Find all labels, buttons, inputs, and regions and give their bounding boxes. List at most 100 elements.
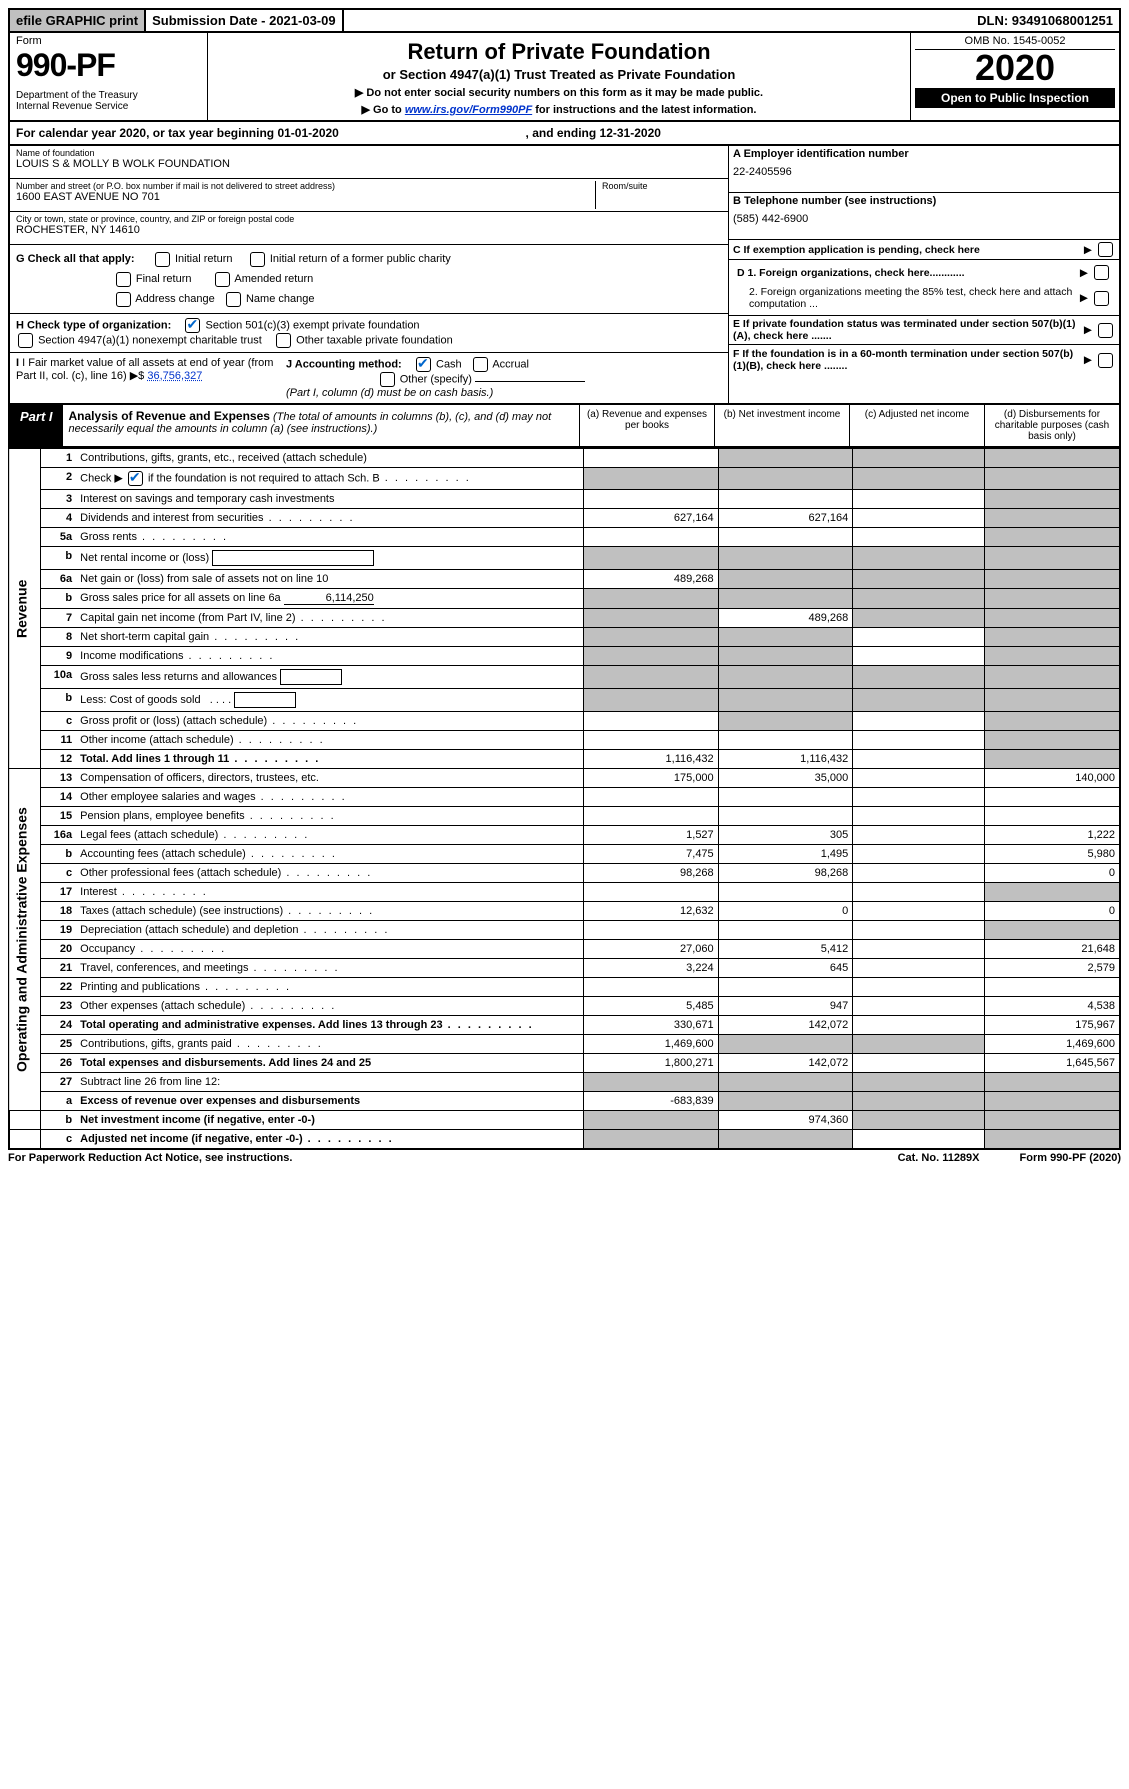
l25-a: 1,469,600: [584, 1035, 719, 1054]
foreign-85-checkbox[interactable]: [1094, 291, 1109, 306]
ein-value: 22-2405596: [733, 166, 1115, 178]
col-b-header: (b) Net investment income: [714, 405, 849, 446]
footer-left: For Paperwork Reduction Act Notice, see …: [8, 1152, 292, 1164]
h-check-area: H Check type of organization: Section 50…: [10, 314, 728, 353]
4947a1-checkbox[interactable]: [18, 333, 33, 348]
line6a-desc: Net gain or (loss) from sale of assets n…: [76, 570, 583, 589]
cal-prefix: For calendar year 2020, or tax year begi…: [16, 126, 277, 140]
form-link[interactable]: www.irs.gov/Form990PF: [405, 104, 532, 116]
g-opt5: Address change: [135, 293, 215, 305]
60month-checkbox[interactable]: [1098, 353, 1113, 368]
form-header: Form 990-PF Department of the Treasury I…: [8, 33, 1121, 122]
part1-title: Analysis of Revenue and Expenses: [69, 409, 270, 423]
exemption-pending-checkbox[interactable]: [1098, 242, 1113, 257]
sch-b-not-required-checkbox[interactable]: [128, 471, 143, 486]
form-note-1: ▶ Do not enter social security numbers o…: [214, 86, 904, 99]
terminated-checkbox[interactable]: [1098, 323, 1113, 338]
name-change-checkbox[interactable]: [226, 292, 241, 307]
note2-pre: ▶ Go to: [362, 104, 405, 116]
amended-return-checkbox[interactable]: [215, 272, 230, 287]
line25-desc: Contributions, gifts, grants paid: [76, 1035, 583, 1054]
cash-checkbox[interactable]: [416, 357, 431, 372]
line7-desc: Capital gain net income (from Part IV, l…: [76, 609, 583, 628]
line23-desc: Other expenses (attach schedule): [76, 997, 583, 1016]
form-label: Form: [16, 35, 201, 47]
city-state-zip: ROCHESTER, NY 14610: [16, 224, 722, 236]
foundation-name: LOUIS S & MOLLY B WOLK FOUNDATION: [16, 158, 722, 170]
address-change-checkbox[interactable]: [116, 292, 131, 307]
line17-desc: Interest: [76, 883, 583, 902]
top-bar: efile GRAPHIC print Submission Date - 20…: [8, 8, 1121, 33]
l21-b: 645: [718, 959, 853, 978]
l24-d: 175,967: [985, 1016, 1120, 1035]
l26-b: 142,072: [718, 1054, 853, 1073]
dln-label: DLN: 93491068001251: [971, 10, 1119, 31]
accrual-checkbox[interactable]: [473, 357, 488, 372]
fmv-value[interactable]: 36,756,327: [147, 370, 202, 382]
60month-label: F If the foundation is in a 60-month ter…: [733, 348, 1080, 372]
form-number: 990-PF: [16, 47, 201, 84]
line4-desc: Dividends and interest from securities: [76, 509, 583, 528]
addr-label: Number and street (or P.O. box number if…: [16, 181, 589, 191]
phone-label: B Telephone number (see instructions): [733, 195, 1115, 207]
line21-desc: Travel, conferences, and meetings: [76, 959, 583, 978]
l18-b: 0: [718, 902, 853, 921]
l4-a: 627,164: [584, 509, 719, 528]
col-d-header: (d) Disbursements for charitable purpose…: [984, 405, 1119, 446]
cal-mid: , and ending: [526, 126, 600, 140]
calendar-year-row: For calendar year 2020, or tax year begi…: [8, 122, 1121, 146]
501c3-checkbox[interactable]: [185, 318, 200, 333]
note2-post: for instructions and the latest informat…: [532, 104, 756, 116]
cal-begin: 01-01-2020: [277, 126, 338, 140]
l16b-b: 1,495: [718, 845, 853, 864]
i-j-area: I I Fair market value of all assets at e…: [10, 353, 728, 403]
line3-desc: Interest on savings and temporary cash i…: [76, 490, 583, 509]
initial-return-former-checkbox[interactable]: [250, 252, 265, 267]
footer: For Paperwork Reduction Act Notice, see …: [8, 1152, 1121, 1164]
initial-return-checkbox[interactable]: [155, 252, 170, 267]
line18-desc: Taxes (attach schedule) (see instruction…: [76, 902, 583, 921]
g-opt6: Name change: [246, 293, 315, 305]
efile-print-button[interactable]: efile GRAPHIC print: [10, 10, 146, 31]
col-c-header: (c) Adjusted net income: [849, 405, 984, 446]
j-note: (Part I, column (d) must be on cash basi…: [286, 387, 493, 399]
l16b-d: 5,980: [985, 845, 1120, 864]
l13-b: 35,000: [718, 769, 853, 788]
form-note-2: ▶ Go to www.irs.gov/Form990PF for instru…: [214, 103, 904, 116]
l16c-d: 0: [985, 864, 1120, 883]
terminated-label: E If private foundation status was termi…: [733, 318, 1080, 342]
j-label: J Accounting method:: [286, 358, 402, 370]
col-a-header: (a) Revenue and expenses per books: [579, 405, 714, 446]
l23-d: 4,538: [985, 997, 1120, 1016]
foreign-85-label: 2. Foreign organizations meeting the 85%…: [737, 286, 1076, 310]
form-title: Return of Private Foundation: [214, 39, 904, 65]
final-return-checkbox[interactable]: [116, 272, 131, 287]
form-subtitle: or Section 4947(a)(1) Trust Treated as P…: [214, 67, 904, 82]
line27c-desc: Adjusted net income (if negative, enter …: [76, 1130, 583, 1150]
h-opt1: Section 501(c)(3) exempt private foundat…: [206, 319, 420, 331]
other-taxable-checkbox[interactable]: [276, 333, 291, 348]
g-opt4: Amended return: [234, 273, 313, 285]
l16c-b: 98,268: [718, 864, 853, 883]
line15-desc: Pension plans, employee benefits: [76, 807, 583, 826]
footer-right: Form 990-PF (2020): [1020, 1152, 1121, 1164]
l16a-d: 1,222: [985, 826, 1120, 845]
i-label: I Fair market value of all assets at end…: [16, 357, 273, 382]
foreign-org-label: D 1. Foreign organizations, check here..…: [737, 267, 1076, 279]
l26-d: 1,645,567: [985, 1054, 1120, 1073]
l27b-b: 974,360: [718, 1111, 853, 1130]
l18-d: 0: [985, 902, 1120, 921]
other-method-checkbox[interactable]: [380, 372, 395, 387]
l27a-a: -683,839: [584, 1092, 719, 1111]
foreign-org-checkbox[interactable]: [1094, 265, 1109, 280]
l18-a: 12,632: [584, 902, 719, 921]
g-opt1: Initial return: [175, 253, 232, 265]
l24-b: 142,072: [718, 1016, 853, 1035]
entity-grid: Name of foundation LOUIS S & MOLLY B WOL…: [8, 146, 1121, 405]
line2-desc: Check ▶ if the foundation is not require…: [76, 468, 583, 490]
l21-a: 3,224: [584, 959, 719, 978]
open-public-badge: Open to Public Inspection: [915, 88, 1115, 108]
line19-desc: Depreciation (attach schedule) and deple…: [76, 921, 583, 940]
ein-label: A Employer identification number: [733, 148, 1115, 160]
g-check-area: G Check all that apply: Initial return I…: [10, 245, 728, 314]
